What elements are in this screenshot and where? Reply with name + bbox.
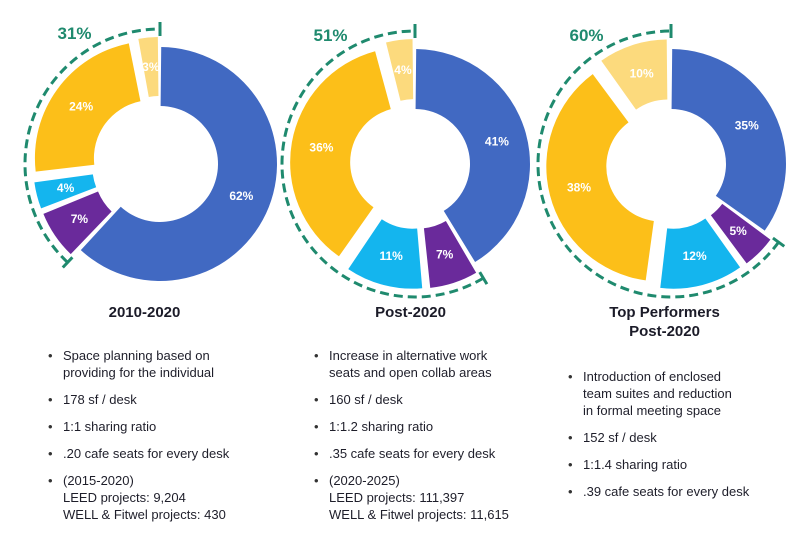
bullet-text: 1:1.2 sharing ratio [329, 419, 434, 434]
donut-slice [546, 74, 654, 281]
chart-title: Post-2020 [375, 304, 446, 321]
donut-slice [43, 191, 112, 255]
donut-chart: 35% 5% 12% 38% 10% 60% [536, 24, 786, 299]
panel-title: 2010-2020 [12, 303, 277, 322]
bullet-item: (2020-2025) LEED projects: 111,397 WELL & … [314, 472, 540, 523]
callout-percentage: 31% [57, 24, 91, 43]
donut-slice [671, 49, 786, 231]
donut-slice [386, 39, 414, 101]
callout-arc-tick [772, 236, 786, 248]
callout-arc-tick [478, 271, 489, 285]
bullet-item: 178 sf / desk [48, 391, 274, 408]
bullet-text: (2020-2025) [329, 473, 400, 488]
panel-title: Top Performers Post-2020 [532, 303, 797, 341]
bullet-item: 1:1 sharing ratio [48, 418, 274, 435]
bullet-text: (2015-2020) [63, 473, 134, 488]
chart-title: 2010-2020 [108, 304, 181, 321]
callout-arc [23, 27, 161, 264]
bullet-text: in formal meeting space [583, 403, 722, 418]
bullet-text: seats and open collab areas [329, 365, 492, 380]
slice-label: 5% [730, 224, 748, 238]
callout-arc [280, 29, 485, 299]
slice-label: 7% [71, 212, 89, 226]
callout-arc-tick [61, 256, 74, 269]
slice-label: 12% [683, 249, 707, 263]
chart-title: Top Performers [609, 304, 720, 321]
bullet-text: WELL & Fitwel projects: 430 [63, 507, 226, 522]
donut-slice [80, 47, 278, 282]
bullet-text: 178 sf / desk [63, 392, 137, 407]
callout-percentage: 60% [569, 26, 603, 45]
bullet-item: .39 cafe seats for every desk [568, 483, 794, 500]
donut-slice [423, 220, 477, 288]
bullet-text: 1:1 sharing ratio [63, 419, 157, 434]
panel-post-2020: 41% 7% 11% 36% 4% 51% Post-2020 Increase in a… [278, 0, 543, 526]
bullet-item: Increase in alternative work seats and op… [314, 347, 540, 381]
slice-label: 7% [436, 247, 454, 261]
slice-label: 41% [485, 134, 509, 148]
slice-label: 4% [394, 63, 412, 77]
slice-label: 4% [57, 181, 75, 195]
bullet-text: Introduction of enclosed [583, 369, 722, 384]
bullet-text: .20 cafe seats for every desk [63, 446, 230, 461]
bullet-item: 152 sf / desk [568, 429, 794, 446]
bullet-item: 160 sf / desk [314, 391, 540, 408]
bullet-text: team suites and reduction [583, 386, 732, 401]
slice-label: 24% [69, 100, 93, 114]
slice-label: 35% [735, 118, 759, 132]
bullet-item: 1:1.2 sharing ratio [314, 418, 540, 435]
donut-slice [138, 37, 159, 97]
donut-chart: 41% 7% 11% 36% 4% 51% [280, 24, 530, 299]
bullet-text: 152 sf / desk [583, 430, 657, 445]
bullet-text: Space planning based on [63, 348, 210, 363]
slice-label: 38% [567, 181, 591, 195]
bullet-text: 1:1.4 sharing ratio [583, 457, 688, 472]
top-strip [0, 0, 797, 8]
donut-slice [34, 174, 97, 209]
donut-slice [415, 49, 530, 263]
callout-percentage: 51% [313, 26, 347, 45]
donut-chart: 62% 7% 4% 24% 3% 31% [23, 22, 278, 282]
chart-subtitle: Post-2020 [629, 323, 700, 340]
bullet-list: Introduction of enclosed team suites and … [568, 368, 794, 510]
donut-slice [34, 43, 141, 172]
donut-slice [710, 203, 771, 264]
bullet-text: LEED projects: 9,204 [63, 490, 186, 505]
donut-slice [601, 39, 668, 110]
bullet-text: WELL & Fitwel projects: 11,615 [329, 507, 509, 522]
slice-label: 3% [142, 60, 160, 74]
donut-slice [660, 218, 741, 289]
bullet-item: .20 cafe seats for every desk [48, 445, 274, 462]
slice-label: 10% [630, 67, 654, 81]
donut-slice [290, 51, 391, 257]
donut-slice [348, 219, 423, 289]
bullet-item: (2015-2020) LEED projects: 9,204 WELL & Fi… [48, 472, 274, 523]
bullet-list: Increase in alternative work seats and op… [314, 347, 540, 533]
panel-title: Post-2020 [278, 303, 543, 322]
bullet-item: Space planning based on providing for the… [48, 347, 274, 381]
bullet-text: .35 cafe seats for every desk [329, 446, 496, 461]
bullet-item: .35 cafe seats for every desk [314, 445, 540, 462]
bullet-text: .39 cafe seats for every desk [583, 484, 750, 499]
callout-arc [536, 29, 780, 299]
bullet-text: Increase in alternative work [329, 348, 488, 363]
panel-top-performers: 35% 5% 12% 38% 10% 60% Top Performers Post-20… [532, 0, 797, 526]
bullet-item: 1:1.4 sharing ratio [568, 456, 794, 473]
bullet-text: providing for the individual [63, 365, 215, 380]
slice-label: 62% [229, 189, 253, 203]
slice-label: 11% [379, 249, 403, 263]
bullet-list: Space planning based on providing for the… [48, 347, 274, 533]
bullet-item: Introduction of enclosed team suites and … [568, 368, 794, 419]
bullet-text: 160 sf / desk [329, 392, 403, 407]
slice-label: 36% [309, 141, 333, 155]
panel-2010-2020: 62% 7% 4% 24% 3% 31% 2010-2020 Space planning… [12, 0, 278, 526]
bullet-text: LEED projects: 111,397 [329, 490, 465, 505]
